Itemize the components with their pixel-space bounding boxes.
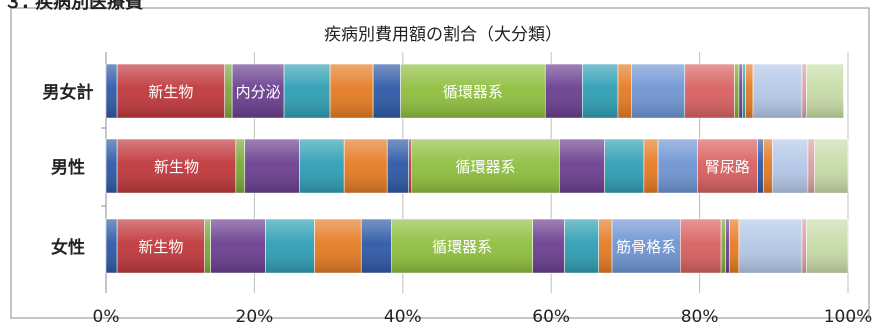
bar-segment-shade [117,64,225,118]
segment-label: 腎尿路 [705,158,750,176]
bar-segment-shade [631,64,685,118]
bar-segment-shade [373,64,401,118]
bar-segment-shade [729,219,739,273]
bar-segment-shade [757,139,764,193]
bar-segment-shade [314,219,362,273]
bar-segment-shade [658,139,698,193]
x-tick-label: 80% [681,307,719,327]
bar-segment-shade [235,139,245,193]
bar-segment-shade [265,219,315,273]
segment-label: 新生物 [154,158,199,176]
segment-label: 循環器系 [456,158,516,176]
bar-segment-shade [742,64,746,118]
bar-segment-shade [734,64,739,118]
bar-segment-shade [721,219,726,273]
bar-segment-shade [753,64,802,118]
x-tick-label: 100% [824,307,873,327]
bar-segment-shade [725,219,730,273]
bar-segment-shade [738,219,802,273]
segment-label: 新生物 [138,238,183,256]
bar-segment-shade [598,219,613,273]
bar-segment-shade [617,64,632,118]
bar-segment-shade [532,219,565,273]
bar-segment-shade [564,219,599,273]
bar-segment-shade [643,139,659,193]
bar-segment-shade [117,219,205,273]
bar-segment-shade [807,139,815,193]
bar-segment-shade [391,219,533,273]
bar-segment-shade [772,139,808,193]
bar-segment-shade [582,64,618,118]
bar-segment-shade [763,139,773,193]
tick-label-layer: 0% 20% 40% 60% 80% 100% [93,307,873,327]
bar-segment-shade [106,139,118,193]
bar-segment-shade [604,139,644,193]
x-tick-label: 20% [236,307,274,327]
bar-segment-shade [106,219,118,273]
bar-segment-shade [612,219,681,273]
segment-label: 筋骨格系 [616,238,676,256]
bar-segment-shade [224,64,233,118]
bar-segment-shade [330,64,374,118]
bar-segment-shade [204,219,211,273]
segment-label: 循環器系 [432,238,492,256]
segment-label: 新生物 [148,83,193,101]
x-tick-label: 0% [93,307,120,327]
bar-segment-shade [545,64,583,118]
bar-segment-shade [806,64,844,118]
bar-segment-shade [106,64,118,118]
segment-label: 循環器系 [443,83,503,101]
x-tick-label: 60% [532,307,570,327]
bar-segment-shade [408,139,412,193]
bar-segment-shade [344,139,388,193]
category-label: 男女計 [43,82,94,103]
bar-segment-shade [284,64,331,118]
bar-segment-shade [680,219,722,273]
section-heading-clipped: ３. 疾病別医療費 [4,0,144,13]
category-label: 男性 [51,157,85,178]
bar-segment-shade [244,139,300,193]
bar-segment-shade [738,64,743,118]
bar-segment-shade [387,139,409,193]
bar-segment-shade [299,139,345,193]
bar-segment-shade [117,139,236,193]
bar-segment-shade [801,219,807,273]
category-label: 女性 [51,237,85,258]
bar-segment-shade [697,139,758,193]
bar-segment-shade [411,139,560,193]
bar-segment-shade [210,219,266,273]
bar-segment-shade [684,64,735,118]
segment-label: 内分泌 [236,83,281,101]
bar-segment-shade [806,219,848,273]
bar-segment-shade [559,139,605,193]
bar-segment-shade [361,219,392,273]
bar-segment-shade [400,64,546,118]
bar-segment-shade [745,64,754,118]
bar-segment-shade [814,139,848,193]
chart-title: 疾病別費用額の割合（大分類） [324,25,562,45]
bar-segment-shade [801,64,807,118]
bar-segment-shade [232,64,285,118]
x-tick-label: 40% [384,307,422,327]
